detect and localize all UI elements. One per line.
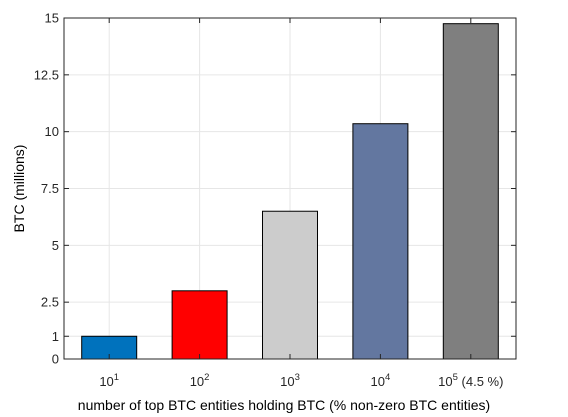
y-tick-label: 1 — [52, 329, 59, 344]
x-tick-label: 102 — [190, 372, 210, 389]
bar — [262, 210, 318, 360]
y-tick-label: 0 — [52, 352, 59, 367]
y-tick-label: 12.5 — [34, 67, 59, 82]
x-tick-label: 101 — [99, 372, 119, 389]
x-tick-labels: 101 102 103 104 105 (4.5 %) — [99, 372, 503, 389]
y-tick-label: 15 — [45, 11, 59, 26]
y-tick-label: 10 — [45, 124, 59, 139]
x-tick-label: 104 — [371, 372, 391, 389]
x-tick-label: 105 (4.5 %) — [438, 372, 503, 389]
x-axis-label: number of top BTC entities holding BTC (… — [78, 397, 490, 413]
y-tick-label: 5 — [52, 238, 59, 253]
x-tick-label: 103 — [280, 372, 300, 389]
bars — [81, 23, 499, 360]
ticks — [64, 17, 516, 360]
y-tick-label: 2.5 — [41, 295, 59, 310]
bar — [171, 290, 228, 360]
y-axis-label: BTC (millions) — [11, 145, 27, 233]
bar — [442, 23, 499, 360]
bar — [352, 123, 409, 360]
y-tick-label: 7.5 — [41, 181, 59, 196]
